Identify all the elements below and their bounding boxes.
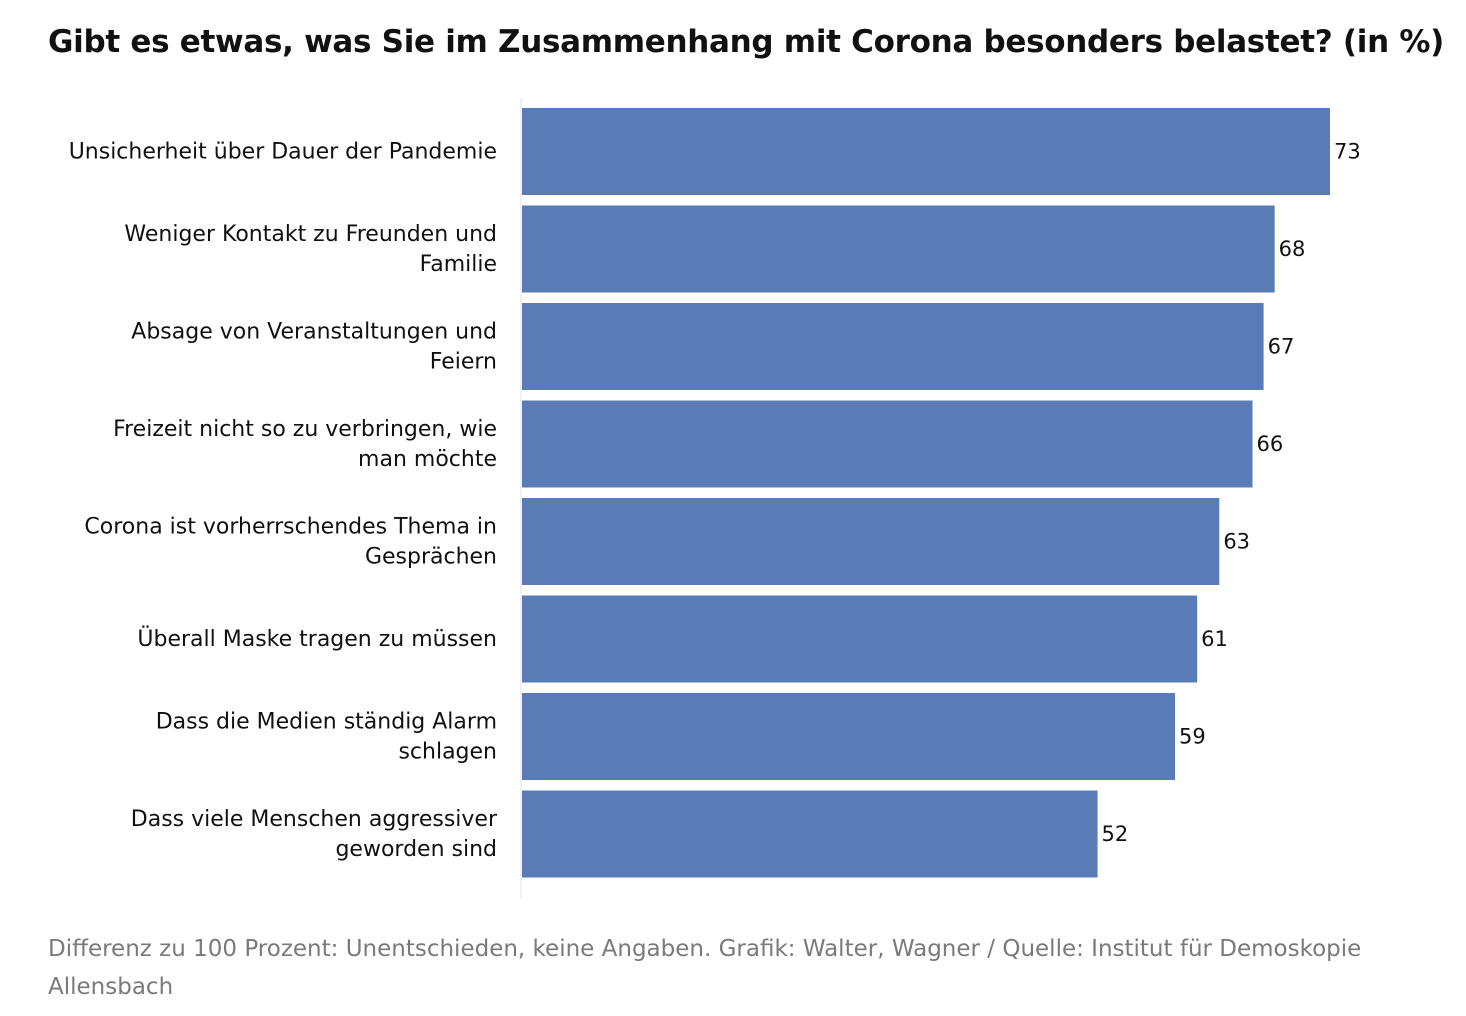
category-label-6: Dass die Medien ständig Alarm schlagen	[156, 709, 497, 764]
category-label-4: Corona ist vorherrschendes Thema in Gespr…	[84, 514, 497, 569]
category-label-5: Überall Maske tragen zu müssen	[137, 626, 497, 652]
category-label-2: Absage von Veranstaltungen und Feiern	[131, 319, 497, 374]
value-label-5: 61	[1201, 627, 1228, 651]
category-label-3: Freizeit nicht so zu verbringen, wie man …	[113, 417, 497, 472]
value-label-4: 63	[1223, 530, 1250, 554]
bar-4	[522, 498, 1220, 585]
chart-footnote: Differenz zu 100 Prozent: Unentschieden,…	[48, 936, 1362, 1000]
category-labels: Unsicherheit über Dauer der Pandemie Weni…	[69, 139, 498, 862]
bar-0	[522, 108, 1330, 195]
bar-3	[522, 400, 1253, 488]
value-label-1: 68	[1279, 237, 1306, 261]
bar-6	[522, 693, 1176, 780]
chart-title: Gibt es etwas, was Sie im Zusammenhang m…	[48, 24, 1444, 60]
bar-5	[522, 595, 1198, 683]
value-labels: 73 68 67 66 63 61 59 52	[1102, 140, 1361, 847]
value-label-6: 59	[1179, 725, 1206, 749]
bar-1	[522, 205, 1275, 293]
bar-7	[522, 790, 1098, 878]
value-label-0: 73	[1334, 140, 1361, 164]
value-label-2: 67	[1268, 335, 1295, 359]
bars-group	[522, 108, 1330, 878]
bar-2	[522, 303, 1264, 390]
value-label-3: 66	[1257, 432, 1284, 456]
category-label-1: Weniger Kontakt zu Freunden und Familie	[124, 222, 497, 277]
category-label-7: Dass viele Menschen aggressiver geworden …	[131, 807, 498, 862]
value-label-7: 52	[1102, 822, 1129, 846]
category-label-0: Unsicherheit über Dauer der Pandemie	[69, 139, 497, 164]
